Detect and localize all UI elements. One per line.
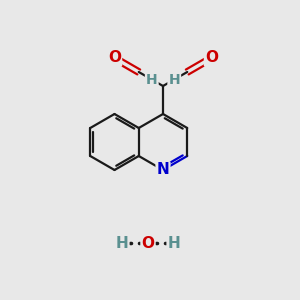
Text: O: O: [142, 236, 154, 250]
Text: O: O: [205, 50, 218, 65]
Text: H: H: [168, 73, 180, 87]
Text: O: O: [108, 50, 121, 65]
Text: H: H: [168, 236, 180, 250]
Text: H: H: [146, 73, 158, 87]
Text: H: H: [116, 236, 128, 250]
Text: N: N: [157, 163, 169, 178]
